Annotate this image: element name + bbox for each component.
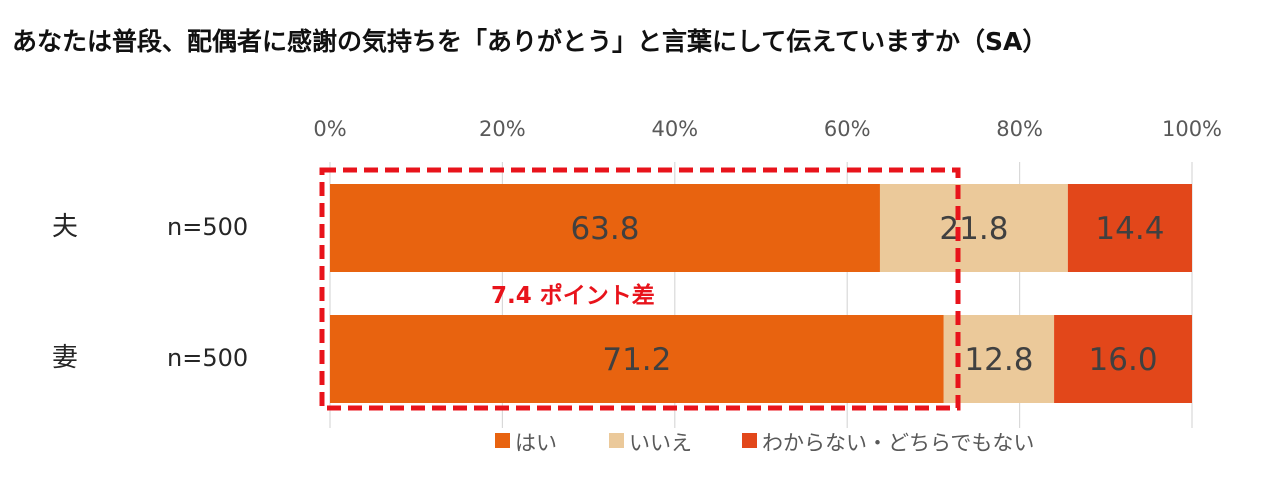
bar-segment (330, 184, 880, 272)
annotation-text: 7.4 ポイント差 (491, 282, 655, 309)
x-tick-label: 100% (1162, 117, 1222, 141)
x-tick-label: 80% (996, 117, 1043, 141)
bars (330, 184, 1192, 403)
chart-title: あなたは普段、配偶者に感謝の気持ちを「ありがとう」と言葉にして伝えていますか（S… (12, 27, 1048, 56)
legend-label: わからない・どちらでもない (762, 431, 1034, 455)
bar-segment (879, 184, 1068, 272)
bar-segment (943, 315, 1055, 403)
x-tick-label: 40% (651, 117, 698, 141)
legend: はい いいえ わからない・どちらでもない (495, 431, 1034, 455)
data-label: 21.8 (939, 211, 1008, 247)
data-label: 16.0 (1089, 342, 1158, 378)
legend-swatch (742, 433, 757, 448)
data-label: 63.8 (570, 211, 639, 247)
x-tick-label: 20% (479, 117, 526, 141)
category-label: 妻 (52, 343, 78, 373)
category-labels: 夫 n=500 妻 n=500 (52, 212, 248, 373)
sample-size-label: n=500 (167, 344, 248, 372)
bar-segment (1054, 315, 1192, 403)
legend-label: はい (515, 431, 557, 455)
sample-size-label: n=500 (167, 213, 248, 241)
legend-swatch (609, 433, 624, 448)
x-axis-ticks: 0% 20% 40% 60% 80% 100% (313, 117, 1222, 141)
annotation: 7.4 ポイント差 (319, 167, 961, 411)
data-label: 14.4 (1095, 211, 1164, 247)
category-label: 夫 (52, 212, 78, 242)
data-labels: 63.8 21.8 14.4 71.2 12.8 16.0 (570, 211, 1164, 378)
data-label: 71.2 (602, 342, 671, 378)
legend-label: いいえ (629, 431, 692, 455)
x-tick-label: 0% (313, 117, 346, 141)
highlight-dashed-box (319, 167, 961, 411)
legend-swatch (495, 433, 510, 448)
bar-segment (330, 315, 944, 403)
data-label: 12.8 (964, 342, 1033, 378)
bar-segment (1067, 184, 1192, 272)
x-tick-label: 60% (824, 117, 871, 141)
